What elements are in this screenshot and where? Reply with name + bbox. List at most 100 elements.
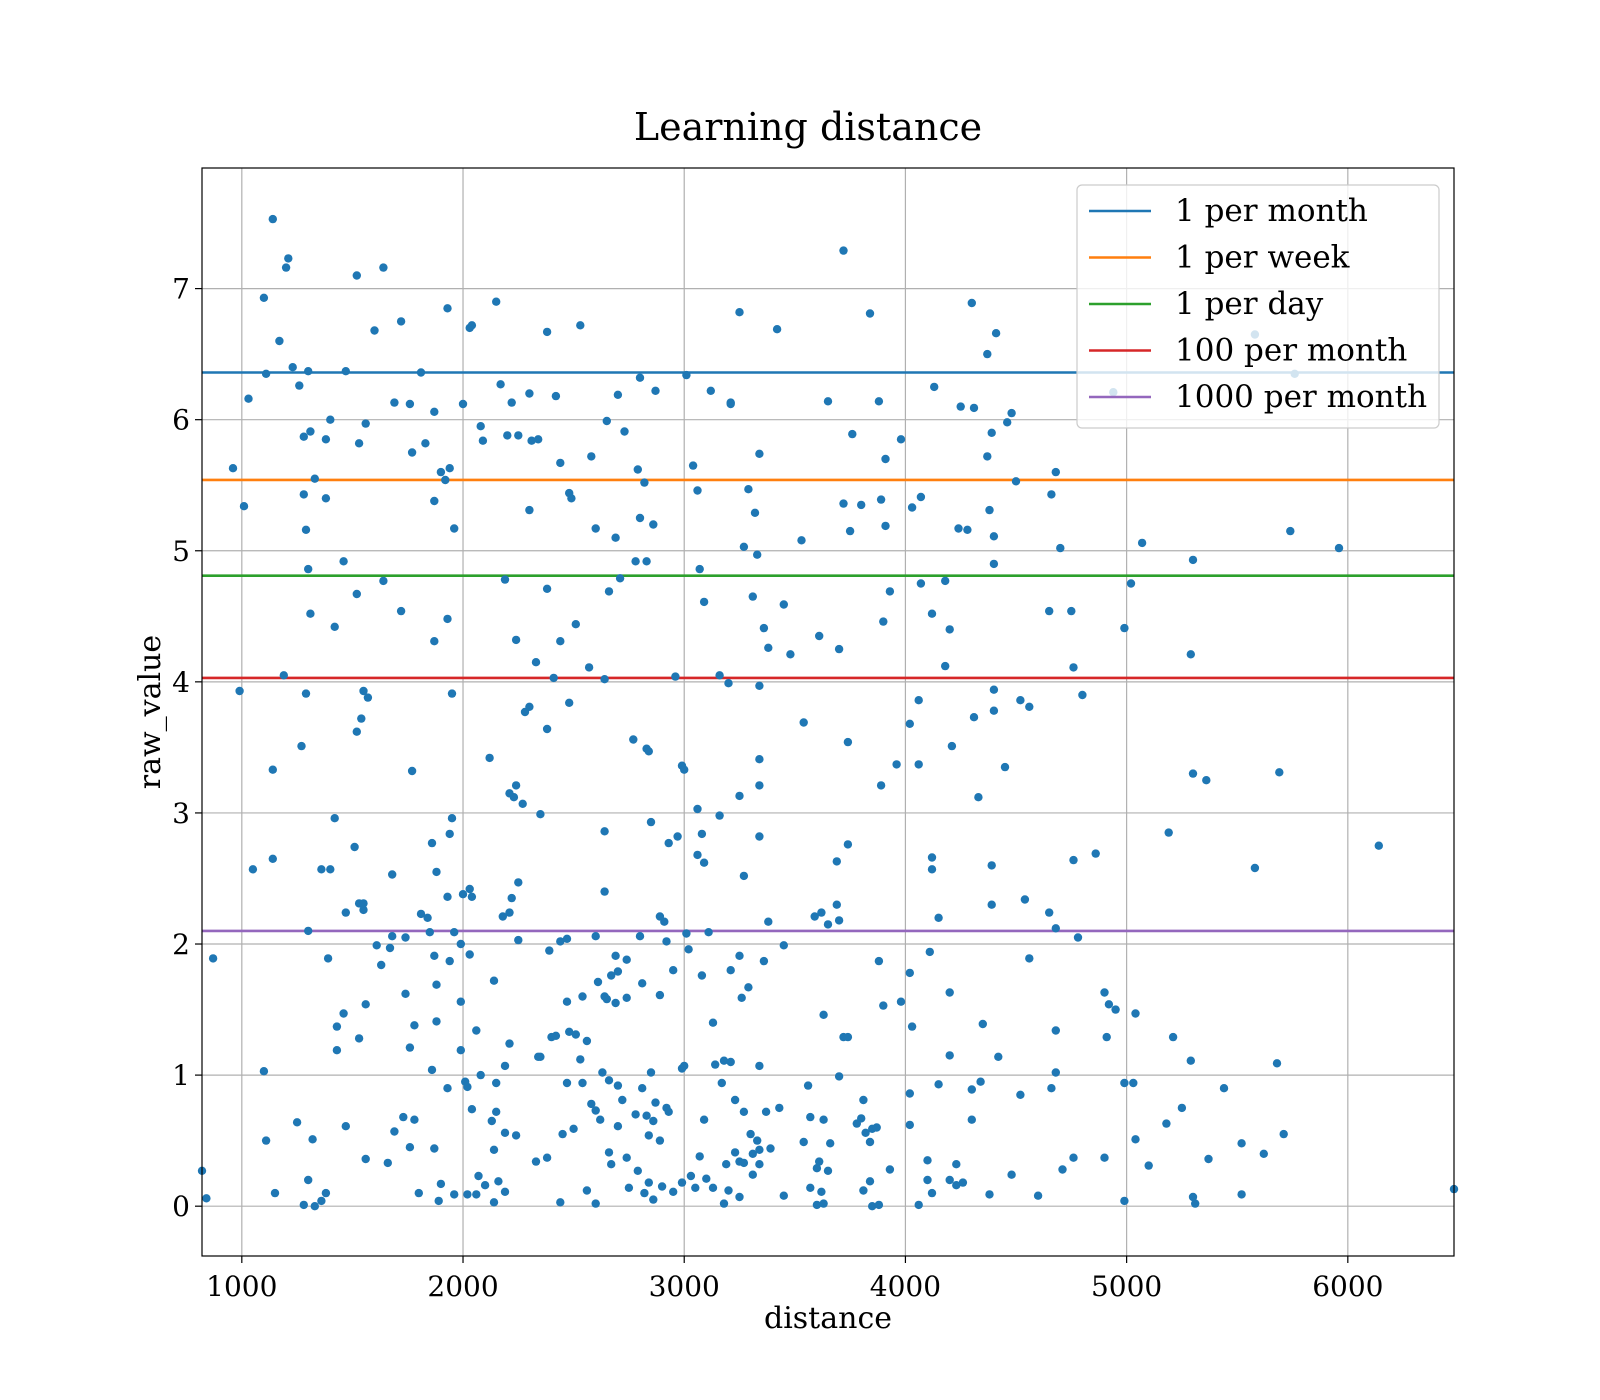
data-point: [717, 1078, 726, 1088]
data-point: [839, 499, 848, 508]
data-point: [456, 1046, 465, 1055]
data-point: [989, 532, 999, 541]
data-point: [695, 564, 704, 574]
data-point: [764, 643, 773, 652]
data-point: [786, 650, 795, 659]
data-point: [640, 1188, 649, 1198]
data-point: [500, 1128, 510, 1138]
y-tick-label: 2: [172, 928, 190, 961]
data-point: [832, 857, 841, 866]
data-point: [1067, 606, 1076, 616]
data-point: [602, 416, 611, 426]
data-point: [405, 1143, 415, 1152]
data-point: [467, 892, 477, 901]
data-point: [1007, 1170, 1016, 1179]
data-point: [432, 1017, 441, 1026]
data-point: [843, 737, 853, 747]
data-point: [1259, 1149, 1269, 1159]
data-point: [952, 1160, 961, 1169]
data-point: [699, 858, 709, 867]
data-point: [576, 1055, 585, 1064]
data-point: [983, 452, 992, 461]
data-point: [1188, 1192, 1198, 1202]
data-point: [326, 865, 335, 874]
data-point: [699, 1115, 709, 1124]
y-tick-label: 3: [172, 797, 190, 830]
data-point: [892, 760, 901, 769]
data-point: [244, 394, 253, 403]
data-point: [410, 1115, 419, 1124]
data-point: [945, 988, 954, 997]
data-point: [578, 1078, 587, 1088]
data-point: [868, 1202, 877, 1211]
data-point: [817, 908, 826, 917]
data-point: [463, 1190, 472, 1199]
data-point: [288, 363, 297, 372]
data-point: [582, 1036, 592, 1046]
data-point: [202, 1194, 211, 1203]
data-point: [443, 304, 452, 313]
data-point: [967, 298, 976, 308]
data-point: [593, 977, 603, 987]
data-point: [1091, 849, 1100, 858]
data-point: [511, 781, 521, 790]
data-point: [722, 1160, 731, 1169]
data-point: [383, 1158, 392, 1168]
data-point: [301, 525, 311, 534]
data-point: [1131, 1135, 1140, 1144]
data-point: [1047, 490, 1056, 499]
data-point: [843, 1032, 853, 1042]
data-point: [1100, 988, 1109, 997]
data-point: [1045, 606, 1054, 616]
data-point: [649, 1116, 658, 1126]
data-point: [759, 623, 769, 633]
grid-layer: [202, 168, 1454, 1256]
data-point: [916, 492, 926, 502]
data-point: [341, 367, 350, 376]
data-point: [436, 1179, 446, 1189]
data-point: [615, 574, 625, 583]
data-point: [562, 997, 572, 1006]
data-point: [779, 600, 788, 609]
data-point: [602, 994, 611, 1004]
data-point: [503, 431, 512, 440]
data-point: [761, 1107, 771, 1117]
data-point: [295, 381, 304, 390]
data-point: [450, 928, 459, 937]
data-point: [633, 1166, 642, 1176]
data-point: [927, 853, 937, 862]
data-point: [735, 791, 744, 801]
data-point: [443, 1084, 452, 1093]
data-point: [361, 419, 370, 428]
data-point: [304, 926, 313, 936]
data-point: [989, 559, 999, 569]
data-point: [865, 309, 875, 318]
data-point: [1131, 1009, 1140, 1018]
data-point: [359, 905, 368, 915]
data-point: [646, 1068, 656, 1077]
data-point: [879, 617, 888, 626]
data-point: [764, 917, 773, 926]
data-point: [987, 900, 996, 909]
data-point: [927, 1188, 937, 1198]
data-point: [994, 1052, 1003, 1062]
data-point: [857, 1114, 866, 1123]
y-tick-label: 1: [172, 1059, 190, 1092]
data-point: [799, 1137, 808, 1147]
data-point: [914, 696, 923, 705]
data-point: [228, 464, 238, 473]
data-point: [600, 827, 609, 836]
data-point: [1286, 526, 1295, 536]
data-point: [806, 1112, 815, 1122]
data-point: [556, 1198, 565, 1207]
data-point: [755, 1160, 764, 1169]
data-point: [604, 1076, 614, 1085]
data-point: [1279, 1129, 1288, 1139]
data-point: [881, 454, 890, 464]
data-point: [1051, 1068, 1061, 1077]
data-point: [511, 1131, 521, 1140]
data-point: [1188, 769, 1198, 778]
data-point: [1025, 954, 1034, 963]
data-point: [330, 622, 339, 631]
data-point: [1237, 1139, 1246, 1148]
